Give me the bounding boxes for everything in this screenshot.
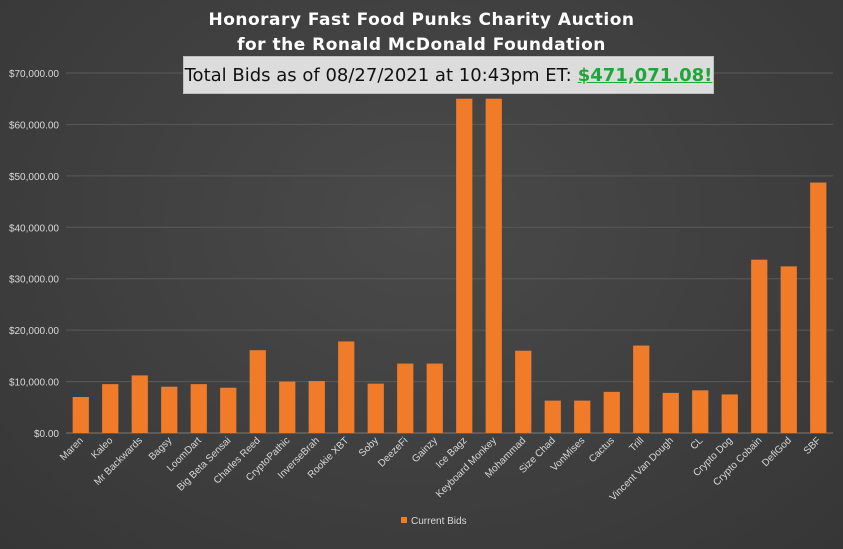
bar xyxy=(131,375,148,433)
legend-label: Current Bids xyxy=(411,516,467,527)
bar xyxy=(603,391,620,433)
x-tick-label: Trill xyxy=(627,435,646,454)
x-tick-label: CL xyxy=(689,435,706,452)
total-bids-label: Total Bids as of 08/27/2021 at 10:43pm E… xyxy=(184,64,572,86)
x-tick-label: Cactus xyxy=(587,435,617,465)
bar xyxy=(397,363,414,433)
bar xyxy=(72,397,89,433)
y-tick-label: $20,000.00 xyxy=(9,326,59,337)
bar xyxy=(426,363,443,433)
bar xyxy=(692,390,709,433)
x-tick-label: Maren xyxy=(58,435,86,463)
bar xyxy=(544,400,561,433)
bar xyxy=(249,350,266,433)
bar xyxy=(190,384,207,433)
bar xyxy=(367,383,384,433)
x-tick-label: Soby xyxy=(357,435,381,459)
x-tick-label: Bagsy xyxy=(147,435,174,462)
chart-title-line-2: for the Ronald McDonald Foundation xyxy=(237,35,606,55)
bar xyxy=(279,381,296,433)
bar xyxy=(574,400,591,433)
y-tick-label: $50,000.00 xyxy=(9,172,59,183)
bar xyxy=(721,394,738,433)
x-tick-label: Kaleo xyxy=(90,435,116,461)
bar xyxy=(662,392,679,433)
bar xyxy=(338,341,355,433)
total-bids-box: Total Bids as of 08/27/2021 at 10:43pm E… xyxy=(183,56,714,94)
y-tick-label: $10,000.00 xyxy=(9,378,59,389)
legend-swatch xyxy=(401,517,407,523)
bar xyxy=(780,266,797,433)
bar xyxy=(515,350,532,433)
total-bids-value: $471,071.08! xyxy=(577,64,713,86)
y-tick-label: $60,000.00 xyxy=(9,120,59,131)
bar xyxy=(751,259,768,433)
bar xyxy=(485,98,502,433)
chart-title-line-1: Honorary Fast Food Punks Charity Auction xyxy=(208,10,635,30)
bar xyxy=(308,381,325,433)
y-tick-label: $0.00 xyxy=(34,429,59,440)
y-tick-label: $40,000.00 xyxy=(9,223,59,234)
bar xyxy=(633,345,650,433)
y-tick-label: $70,000.00 xyxy=(9,69,59,80)
x-tick-label: DefiGod xyxy=(760,435,794,469)
y-tick-label: $30,000.00 xyxy=(9,275,59,286)
bar xyxy=(456,98,473,433)
x-tick-label: SBF xyxy=(802,435,824,457)
x-tick-label: DeezeFi xyxy=(376,435,410,469)
bar xyxy=(810,182,827,433)
bar xyxy=(161,386,178,433)
bar xyxy=(102,384,119,433)
bar xyxy=(220,387,237,433)
